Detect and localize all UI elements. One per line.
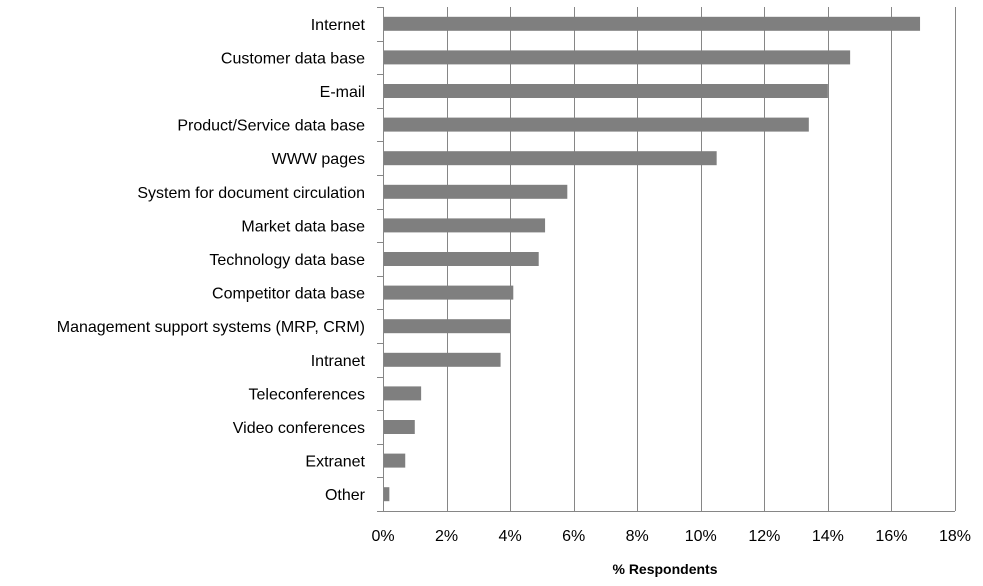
category-label-10: Management support systems (MRP, CRM) — [57, 319, 365, 336]
x-tick-label-1: 2% — [435, 528, 458, 545]
axes — [377, 7, 955, 512]
category-label-9: Competitor data base — [212, 286, 365, 303]
category-labels: Internet Customer data base E-mail Product/… — [57, 17, 366, 504]
bars — [383, 16, 921, 502]
category-label-13: Video conferences — [233, 420, 365, 437]
category-label-15: Other — [325, 487, 366, 504]
category-label-7: Market data base — [241, 218, 365, 235]
bar-7 — [383, 218, 546, 233]
bar-14 — [383, 453, 406, 468]
category-label-8: Technology data base — [209, 252, 365, 269]
bar-10 — [383, 319, 511, 334]
bar-13 — [383, 420, 415, 434]
bar-15 — [383, 487, 390, 502]
x-axis-title: % Respondents — [612, 561, 717, 577]
x-tick-label-0: 0% — [371, 528, 394, 545]
bar-1 — [383, 16, 921, 31]
bar-5 — [383, 151, 717, 166]
bar-3 — [383, 84, 828, 98]
category-label-12: Teleconferences — [248, 386, 365, 403]
x-tick-label-6: 12% — [748, 528, 780, 545]
bar-2 — [383, 50, 851, 65]
x-tick-label-5: 10% — [685, 528, 717, 545]
x-tick-labels: 0% 2% 4% 6% 8% 10% 12% 14% 16% 18% — [371, 528, 971, 545]
x-tick-label-7: 14% — [812, 528, 844, 545]
x-tick-label-9: 18% — [939, 528, 971, 545]
category-label-6: System for document circulation — [137, 185, 365, 202]
bar-12 — [383, 386, 422, 401]
bar-9 — [383, 285, 514, 300]
category-label-3: E-mail — [320, 84, 365, 101]
category-label-14: Extranet — [305, 454, 365, 471]
category-label-11: Intranet — [311, 353, 366, 370]
x-tick-label-8: 16% — [875, 528, 907, 545]
category-label-2: Customer data base — [221, 50, 365, 67]
category-label-4: Product/Service data base — [177, 118, 365, 135]
bar-11 — [383, 352, 501, 367]
bar-4 — [383, 117, 809, 132]
x-tick-label-4: 8% — [626, 528, 649, 545]
x-tick-label-3: 6% — [562, 528, 585, 545]
category-label-5: WWW pages — [272, 151, 365, 168]
x-tick-label-2: 4% — [499, 528, 522, 545]
bar-8 — [383, 252, 539, 266]
category-label-1: Internet — [311, 17, 366, 34]
bar-6 — [383, 184, 568, 199]
